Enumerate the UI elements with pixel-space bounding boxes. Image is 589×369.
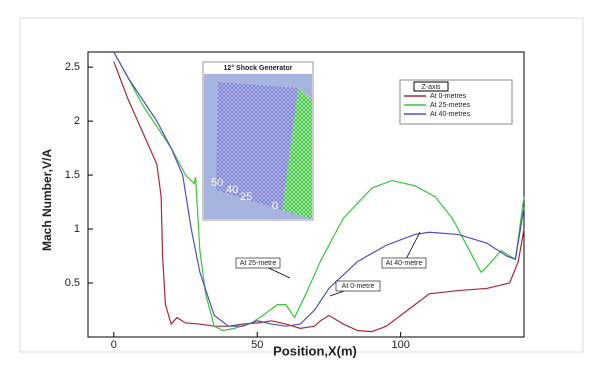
y-tick-label: 2 (74, 115, 80, 127)
inset-label: 40 (226, 184, 238, 196)
x-tick-label: 50 (251, 339, 263, 351)
inset-title: 12° Shock Generator (224, 64, 293, 72)
inset-label: 50 (211, 177, 223, 189)
y-tick-label: 1.5 (65, 169, 80, 181)
legend-label: At 25-metres (430, 102, 471, 109)
inset-label: 0 (272, 200, 278, 212)
y-axis-title: Mach Number,V/A (40, 149, 54, 251)
legend-label: At 0-metres (430, 93, 467, 100)
inset: 12° Shock Generator 50 40 25 0 (203, 62, 313, 220)
legend-title: Z-axis (421, 84, 441, 91)
y-tick-label: 1 (74, 223, 80, 235)
x-tick-label: 0 (111, 339, 117, 351)
x-tick-label: 100 (391, 339, 409, 351)
x-axis-title: Position,X(m) (273, 343, 357, 358)
annotation: At 40-metre (386, 260, 423, 267)
chart: 12° Shock Generator 50 40 25 0 Position,… (0, 0, 589, 369)
annotation: At 0-metre (342, 283, 375, 290)
annotation: At 25-metre (240, 260, 277, 267)
y-tick-label: 0.5 (65, 277, 80, 289)
page: 12° Shock Generator 50 40 25 0 Position,… (0, 0, 589, 369)
legend-label: At 40-metres (430, 111, 471, 118)
inset-label: 25 (240, 191, 252, 203)
y-tick-label: 2.5 (65, 61, 80, 73)
